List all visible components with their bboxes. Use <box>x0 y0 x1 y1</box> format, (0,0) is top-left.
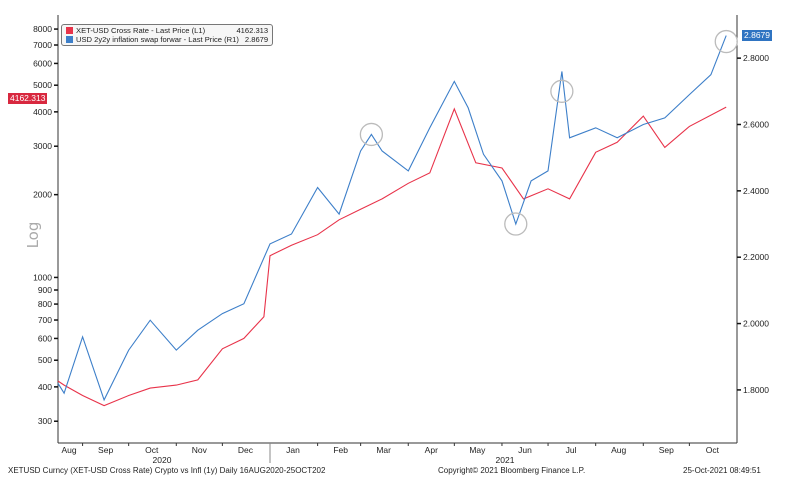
left-tick-label: 300 <box>38 416 52 426</box>
footer-timestamp: 25-Oct-2021 08:49:51 <box>683 466 761 475</box>
month-label: Dec <box>238 445 254 455</box>
left-tick-label: 700 <box>38 315 52 325</box>
month-label: Mar <box>376 445 391 455</box>
month-label: Jan <box>286 445 300 455</box>
right-tick-label: 2.2000 <box>743 252 769 262</box>
legend-entry-swap: USD 2y2y inflation swap forwar - Last Pr… <box>66 35 268 44</box>
left-tick-label: 800 <box>38 299 52 309</box>
month-label: Feb <box>333 445 348 455</box>
left-tick-label: 400 <box>38 382 52 392</box>
last-price-tag-left: 4162.313 <box>8 93 48 104</box>
legend-label: USD 2y2y inflation swap forwar - Last Pr… <box>76 35 239 44</box>
right-tick-label: 2.6000 <box>743 119 769 129</box>
month-label: May <box>469 445 486 455</box>
legend-label: XET-USD Cross Rate - Last Price (L1) <box>76 26 206 35</box>
annotation-circle <box>714 29 738 54</box>
right-tick-label: 2.4000 <box>743 186 769 196</box>
year-label: 2021 <box>496 455 515 465</box>
legend-value: 4162.313 <box>236 26 269 35</box>
month-label: Nov <box>192 445 208 455</box>
right-tick-label: 2.0000 <box>743 319 769 329</box>
left-tick-label: 7000 <box>33 40 52 50</box>
month-label: Jun <box>518 445 532 455</box>
left-tick-label: 3000 <box>33 141 52 151</box>
left-tick-label: 4000 <box>33 107 52 117</box>
annotation-circle <box>359 122 384 147</box>
left-tick-label: 6000 <box>33 58 52 68</box>
annotation-circle <box>550 79 574 103</box>
left-axis-title: Log <box>24 222 42 249</box>
month-label: Sep <box>659 445 674 455</box>
right-tick-label: 2.8000 <box>743 53 769 63</box>
month-label: Jul <box>566 445 577 455</box>
right-tick-label: 1.8000 <box>743 385 769 395</box>
series-line-1 <box>57 35 727 402</box>
year-label: 2020 <box>153 455 172 465</box>
month-label: Oct <box>706 445 720 455</box>
left-tick-label: 8000 <box>33 24 52 34</box>
footer-copyright: Copyright© 2021 Bloomberg Finance L.P. <box>438 466 586 475</box>
month-label: Aug <box>61 445 76 455</box>
legend: XET-USD Cross Rate - Last Price (L1) 416… <box>61 24 274 46</box>
legend-value: 2.8679 <box>244 35 269 44</box>
left-tick-label: 600 <box>38 333 52 343</box>
left-tick-label: 900 <box>38 285 52 295</box>
left-tick-label: 500 <box>38 355 52 365</box>
left-tick-label: 2000 <box>33 190 52 200</box>
month-label: Aug <box>611 445 626 455</box>
annotation-circle <box>504 212 528 236</box>
footer-description: XETUSD Curncy (XET-USD Cross Rate) Crypt… <box>8 466 326 475</box>
month-label: Oct <box>145 445 159 455</box>
month-label: Apr <box>425 445 438 455</box>
last-price-tag-right: 2.8679 <box>742 30 772 41</box>
legend-swatch <box>66 36 73 43</box>
left-tick-label: 5000 <box>33 80 52 90</box>
series-line-0 <box>57 106 727 407</box>
month-label: Sep <box>98 445 113 455</box>
legend-swatch <box>66 27 73 34</box>
left-tick-label: 1000 <box>33 272 52 282</box>
legend-entry-xet: XET-USD Cross Rate - Last Price (L1) 416… <box>66 26 268 35</box>
